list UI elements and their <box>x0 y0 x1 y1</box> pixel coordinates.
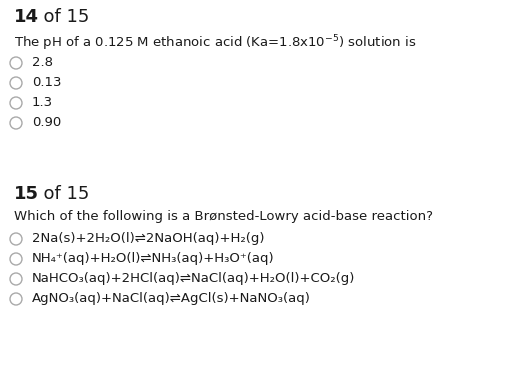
Text: 15: 15 <box>14 185 39 203</box>
Text: The pH of a 0.125 M ethanoic acid (Ka=1.8x10$^{-5}$) solution is: The pH of a 0.125 M ethanoic acid (Ka=1.… <box>14 33 417 53</box>
Text: 2Na(s)+2H₂O(l)⇌2NaOH(aq)+H₂(g): 2Na(s)+2H₂O(l)⇌2NaOH(aq)+H₂(g) <box>32 232 265 245</box>
Text: 2.8: 2.8 <box>32 56 53 69</box>
Text: 14: 14 <box>14 8 39 26</box>
Text: of 15: of 15 <box>32 8 89 26</box>
Text: 0.90: 0.90 <box>32 116 61 129</box>
Text: Which of the following is a Brønsted-Lowry acid-base reaction?: Which of the following is a Brønsted-Low… <box>14 210 433 223</box>
Text: of 15: of 15 <box>32 185 89 203</box>
Text: NaHCO₃(aq)+2HCl(aq)⇌NaCl(aq)+H₂O(l)+CO₂(g): NaHCO₃(aq)+2HCl(aq)⇌NaCl(aq)+H₂O(l)+CO₂(… <box>32 272 355 285</box>
Text: AgNO₃(aq)+NaCl(aq)⇌AgCl(s)+NaNO₃(aq): AgNO₃(aq)+NaCl(aq)⇌AgCl(s)+NaNO₃(aq) <box>32 292 311 305</box>
Text: 1.3: 1.3 <box>32 96 53 109</box>
Text: 0.13: 0.13 <box>32 76 62 89</box>
Text: NH₄⁺(aq)+H₂O(l)⇌NH₃(aq)+H₃O⁺(aq): NH₄⁺(aq)+H₂O(l)⇌NH₃(aq)+H₃O⁺(aq) <box>32 252 275 265</box>
